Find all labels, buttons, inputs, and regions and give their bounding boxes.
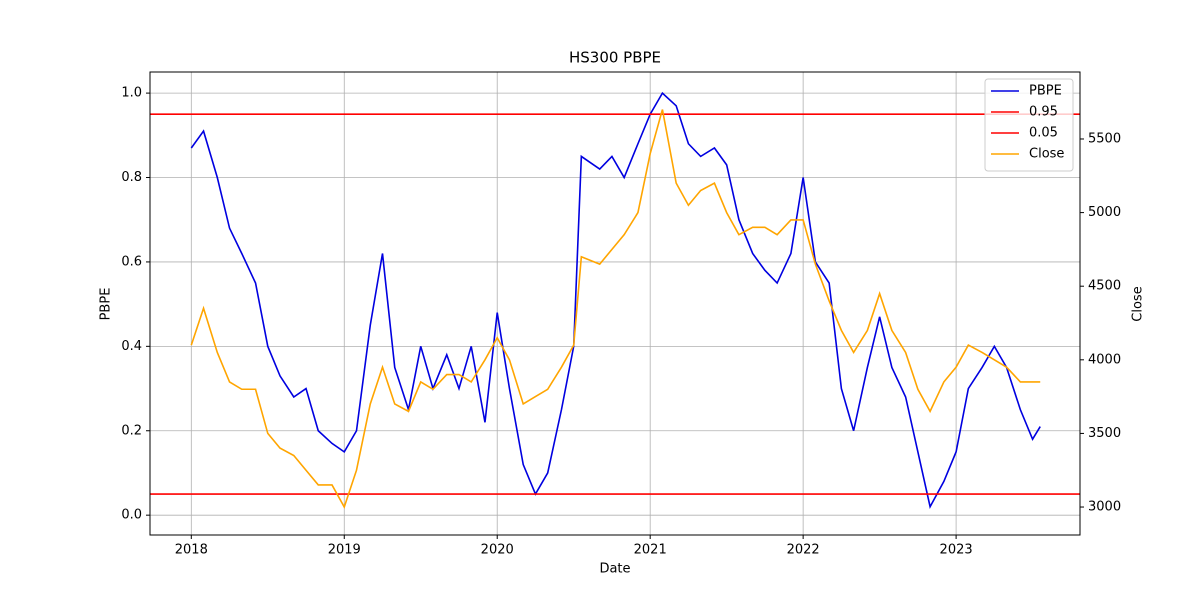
y-axis-label: PBPE	[99, 288, 114, 321]
legend-box	[984, 78, 1074, 172]
legend-label: PBPE	[1029, 84, 1062, 99]
legend-label: 0.95	[1029, 105, 1058, 120]
x-tick-label: 2022	[787, 543, 820, 558]
x-tick-label: 2019	[328, 543, 361, 558]
y2-tick-label: 3500	[1088, 426, 1121, 441]
chart-title: HS300 PBPE	[569, 49, 661, 67]
y-tick-label: 0.2	[121, 423, 142, 438]
line-series	[190, 109, 1041, 510]
y2-tick-label: 5500	[1088, 131, 1121, 146]
x-tick-label: 2021	[634, 543, 667, 558]
x-tick-label: 2020	[481, 543, 514, 558]
y-tick-label: 1.0	[121, 86, 142, 101]
legend-label: Close	[1029, 147, 1064, 162]
line-series	[190, 91, 1041, 509]
y2-axis-label: Close	[1131, 286, 1146, 321]
plot-frame	[149, 71, 1081, 536]
y2-tick-label: 5000	[1088, 205, 1121, 220]
y2-tick-label: 4500	[1088, 279, 1121, 294]
legend-label: 0.05	[1029, 126, 1058, 141]
x-tick-label: 2023	[940, 543, 973, 558]
x-tick-label: 2018	[175, 543, 208, 558]
y-tick-label: 0.4	[121, 339, 142, 354]
y2-tick-label: 4000	[1088, 352, 1121, 367]
x-axis-label: Date	[599, 562, 630, 577]
y-tick-label: 0.8	[121, 170, 142, 185]
y-tick-label: 0.6	[121, 254, 142, 269]
y2-tick-label: 3000	[1088, 500, 1121, 515]
y-tick-label: 0.0	[121, 508, 142, 523]
